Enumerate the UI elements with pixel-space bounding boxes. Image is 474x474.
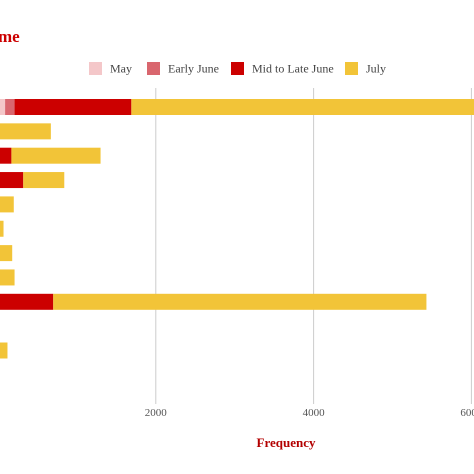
bar-row1-mid-to-late-june: [14, 99, 132, 115]
legend-label: July: [366, 62, 386, 76]
bar-row8-july: [0, 269, 15, 286]
bar-row4-july: [23, 172, 65, 189]
gridlines: [155, 88, 472, 404]
bars: [0, 99, 474, 359]
legend-label: Early June: [168, 62, 219, 76]
bar-row1-may: [0, 99, 6, 115]
legend-label: May: [110, 62, 132, 76]
bar-row6-july: [0, 220, 4, 237]
chart-title: me: [0, 27, 20, 46]
x-tick-label: 6000: [460, 407, 474, 419]
legend: May Early June Mid to Late June July: [89, 62, 386, 76]
x-axis-label: Frequency: [257, 435, 316, 450]
bar-row1-early-june: [5, 99, 15, 115]
legend-item-early-june: Early June: [147, 62, 219, 76]
bar-row11-july: [0, 342, 8, 359]
bar-row3-mid-to-late-june: [0, 147, 12, 164]
legend-item-july: July: [345, 62, 386, 76]
legend-swatch: [345, 62, 358, 75]
bar-row5-july: [0, 196, 14, 213]
legend-item-mid-to-late-june: Mid to Late June: [231, 62, 334, 76]
x-axis-ticks: 2000 4000 6000: [145, 407, 474, 419]
legend-label: Mid to Late June: [252, 62, 334, 76]
bar-row7-july: [0, 245, 13, 262]
legend-swatch: [147, 62, 160, 75]
bar-row4-mid-to-late-june: [0, 172, 24, 189]
x-tick-label: 4000: [303, 407, 326, 419]
bar-row9-july: [53, 293, 427, 310]
x-tick-label: 2000: [145, 407, 168, 419]
bar-row1-july: [131, 99, 474, 115]
bar-row3-july: [11, 147, 101, 164]
bar-row9-mid-to-late-june: [0, 293, 54, 310]
bar-row2-july: [0, 123, 51, 140]
legend-swatch: [231, 62, 244, 75]
legend-item-may: May: [89, 62, 132, 76]
legend-swatch: [89, 62, 102, 75]
